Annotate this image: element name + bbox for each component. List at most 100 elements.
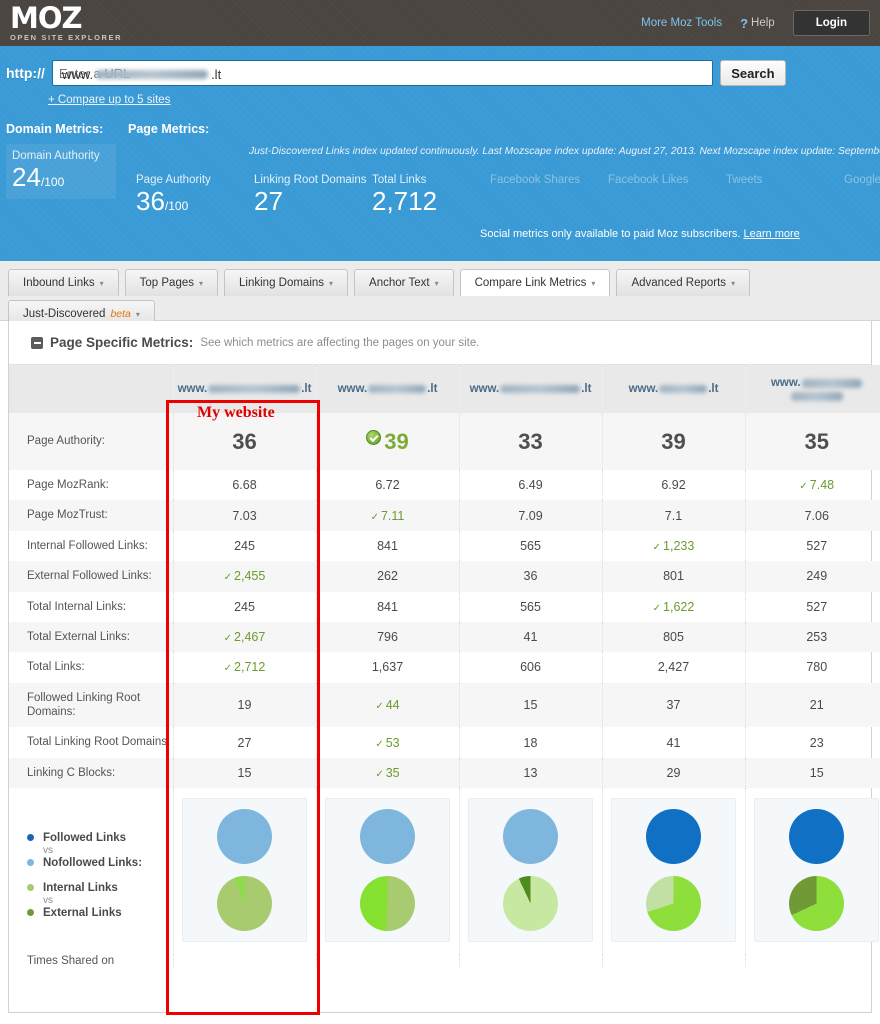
cell-value: ✓ 2,712: [173, 652, 317, 683]
login-button[interactable]: Login: [792, 10, 870, 36]
cell-value: 15: [173, 757, 317, 789]
table-header-row: www. .lt www. .lt www. .lt www. .lt www.: [9, 365, 880, 413]
bottom-partial-cell-2: [316, 954, 460, 969]
legend-vs: vs: [43, 844, 53, 856]
cell-value: 41: [602, 727, 746, 758]
pie-cell-3: [459, 788, 603, 955]
page-metric-facebook-likes: Facebook Likes: [608, 174, 726, 215]
cell-value: 41: [459, 621, 603, 653]
value-text: 6.68: [232, 478, 257, 493]
value-text: 29: [666, 765, 681, 780]
tab-anchor-text[interactable]: Anchor Text ▾: [354, 269, 454, 296]
value-text: 2,712: [234, 660, 266, 675]
column-header-site-1[interactable]: www. .lt: [173, 365, 317, 413]
value-text: 1,233: [663, 538, 695, 553]
url-input[interactable]: [51, 60, 713, 86]
cell-value: 527: [745, 531, 880, 561]
tab-label: Advanced Reports: [631, 277, 727, 289]
bottom-partial-row: Times Shared on: [9, 954, 880, 969]
pie-chart-bottom: [503, 876, 558, 932]
page-metric-page-authority: Page Authority 36/100: [136, 174, 254, 215]
value-text: 2,467: [234, 630, 266, 645]
pie-chart-bottom: [789, 876, 845, 932]
site-name: www. .lt: [628, 383, 719, 395]
tab-top-pages[interactable]: Top Pages ▾: [124, 269, 219, 296]
column-header-site-3[interactable]: www. .lt: [459, 365, 603, 413]
chevron-down-icon: ▾: [135, 309, 140, 319]
moz-logo[interactable]: MOZ OPEN SITE EXPLORER: [10, 4, 122, 42]
tab-inbound-links[interactable]: Inbound Links ▾: [8, 269, 119, 296]
learn-more-link[interactable]: Learn more: [743, 228, 800, 240]
metric-label: Facebook Shares: [490, 174, 581, 186]
tab-advanced-reports[interactable]: Advanced Reports ▾: [616, 269, 751, 296]
value-text: 527: [806, 599, 828, 614]
row-label: Total Links:: [9, 652, 174, 683]
value-text: 53: [385, 735, 400, 750]
value-text: 15: [237, 765, 252, 780]
cell-value: 565: [459, 591, 603, 622]
value-text: 565: [520, 538, 541, 553]
search-row: http:// Search: [0, 60, 880, 86]
value-text: 33: [518, 428, 543, 454]
value-text: 36: [232, 428, 257, 454]
row-label: Followed Linking Root Domains:: [9, 682, 174, 728]
cell-value: 245: [173, 591, 317, 622]
row-label: External Followed Links:: [9, 561, 174, 592]
compare-sites-link[interactable]: + Compare up to 5 sites: [48, 94, 171, 106]
search-and-metrics-band: http:// Search + Compare up to 5 sites D…: [0, 46, 880, 261]
cell-value: 23: [745, 727, 880, 757]
value-text: 1,637: [371, 660, 404, 675]
index-update-note: Just-Discovered Links index updated cont…: [249, 146, 880, 157]
value-text: 19: [237, 698, 252, 712]
cell-value: ✓ 1,233: [602, 530, 746, 562]
pie-chart-top: [360, 809, 415, 865]
value-text: 2,427: [657, 660, 690, 675]
legend-color-dot: [27, 834, 34, 842]
cell-value: ✓ 44: [316, 682, 460, 728]
legend-label: Nofollowed Links:: [43, 856, 143, 869]
table-row: Page Authority: 36 39 33 39 35: [9, 413, 880, 470]
legend-label: Followed Links: [43, 831, 127, 844]
domain-authority-label: Domain Authority: [12, 150, 100, 162]
cell-value: 6.92: [602, 470, 746, 501]
section-title: Page Specific Metrics:: [50, 335, 194, 350]
domain-metrics-heading: Domain Metrics:: [6, 122, 104, 136]
value-text: 7.48: [809, 478, 835, 493]
legend-item: Internal Links: [27, 882, 173, 894]
pie-cell-1: [173, 788, 317, 955]
tab-linking-domains[interactable]: Linking Domains ▾: [224, 269, 349, 296]
row-label: Page Authority:: [9, 413, 174, 470]
cell-value: 37: [602, 682, 746, 728]
check-icon: ✓: [652, 541, 662, 553]
cell-value: 15: [459, 682, 603, 728]
page-metric-linking-root-domains: Linking Root Domains 27: [254, 174, 372, 215]
tab-compare-link-metrics[interactable]: Compare Link Metrics ▾: [459, 269, 611, 296]
content-panel: Page Specific Metrics: See which metrics…: [8, 321, 880, 1013]
value-text: 841: [377, 538, 398, 553]
site-name: www. .lt: [337, 383, 438, 395]
cell-value: 27: [173, 727, 317, 758]
tab-label: Anchor Text: [369, 277, 430, 289]
search-button[interactable]: Search: [719, 60, 786, 86]
value-text: 7.06: [804, 508, 829, 523]
more-moz-tools-link[interactable]: More Moz Tools: [641, 17, 723, 29]
minus-icon[interactable]: [31, 336, 43, 349]
social-metrics-note: Social metrics only available to paid Mo…: [480, 228, 800, 240]
help-link[interactable]: ? Help: [740, 16, 775, 31]
chevron-down-icon: ▾: [591, 278, 596, 288]
question-mark-icon: ?: [740, 15, 749, 31]
top-bar: MOZ OPEN SITE EXPLORER More Moz Tools ? …: [0, 0, 880, 46]
value-text: 7.09: [518, 508, 543, 523]
value-text: 35: [804, 428, 829, 454]
column-header-site-5[interactable]: www.: [745, 365, 880, 413]
value-text: 7.1: [664, 508, 683, 523]
column-header-site-4[interactable]: www. .lt: [602, 365, 746, 413]
table-body: Page Authority: 36 39 33 39 35 Page MozRank: 6.…: [9, 413, 880, 789]
column-header-site-2[interactable]: www. .lt: [316, 365, 460, 413]
value-text: 253: [806, 630, 828, 645]
metric-label: Tweets: [726, 174, 763, 186]
cell-value: 249: [745, 561, 880, 592]
cell-value: 15: [745, 757, 880, 789]
cell-value: ✓ 53: [316, 727, 460, 758]
value-text: 262: [377, 569, 398, 584]
